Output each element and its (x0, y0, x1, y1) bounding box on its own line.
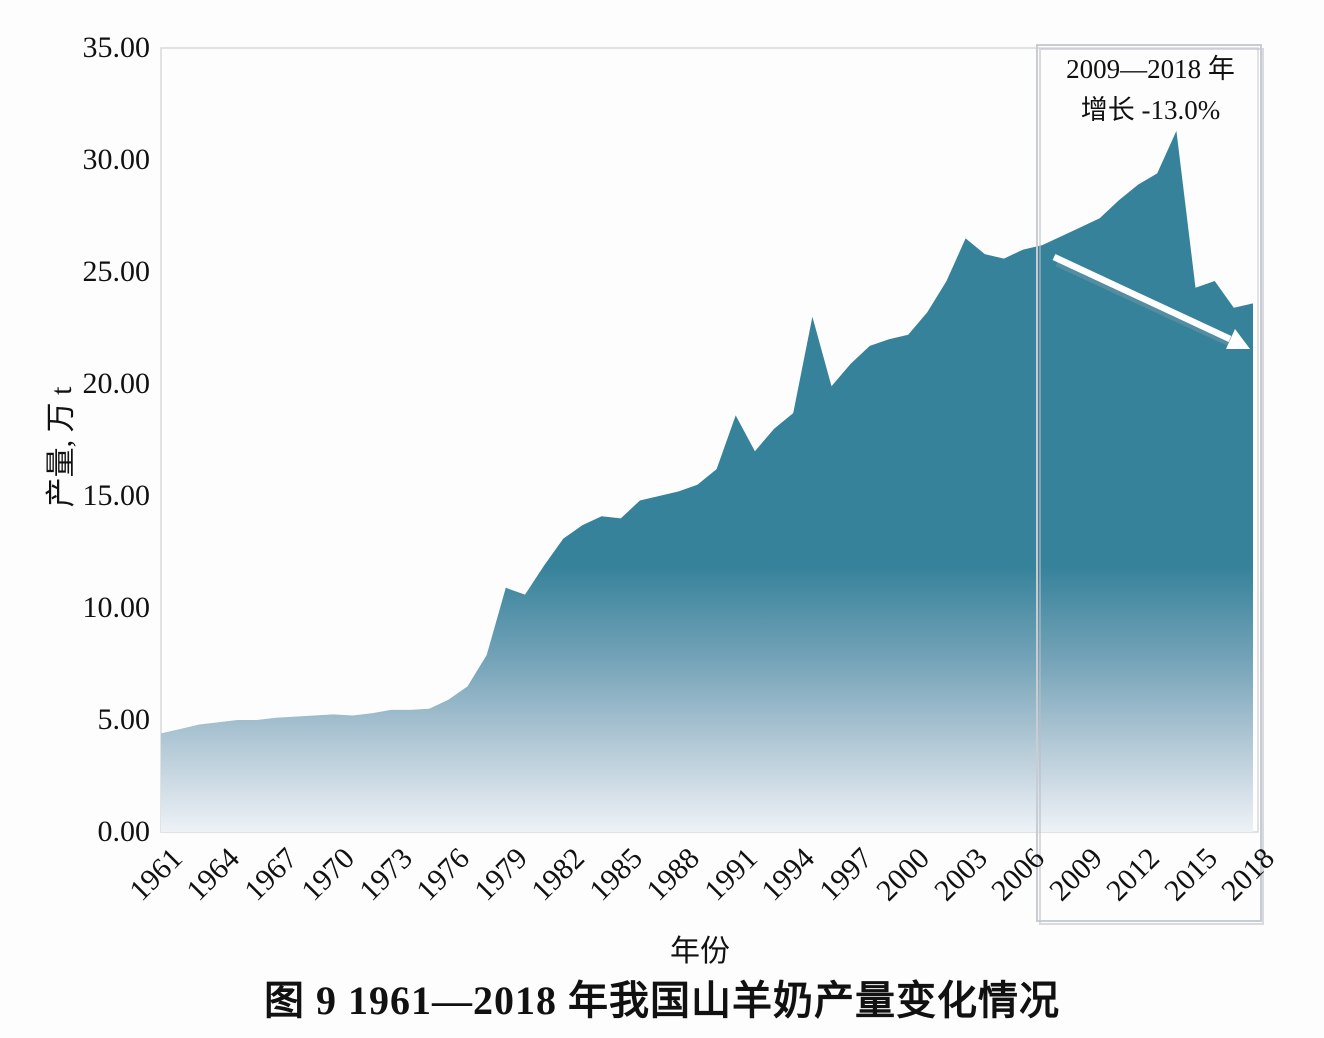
decline-arrow-icon (1052, 254, 1250, 349)
annotation-growth-label: 增长 -13.0% (1080, 95, 1221, 125)
y-tick-label: 15.00 (82, 479, 151, 512)
y-tick-label: 5.00 (97, 703, 151, 736)
highlight-box-shadow (1039, 48, 1264, 925)
y-tick-label: 25.00 (82, 255, 151, 288)
y-tick-label: 35.00 (82, 31, 151, 64)
highlight-box-2009-2018 (1036, 44, 1262, 922)
figure-caption: 图 9 1961—2018 年我国山羊奶产量变化情况 (264, 978, 1060, 1023)
y-tick-label: 10.00 (82, 591, 151, 624)
y-tick-label: 20.00 (82, 367, 151, 400)
y-tick-label: 30.00 (82, 143, 151, 176)
area-series-goat-milk-production (161, 130, 1253, 832)
x-axis-title: 年份 (670, 935, 730, 968)
y-axis-title: 产量, 万 t (45, 386, 78, 508)
y-tick-label: 0.00 (97, 815, 151, 848)
annotation-period-label: 2009—2018 年 (1066, 54, 1235, 84)
